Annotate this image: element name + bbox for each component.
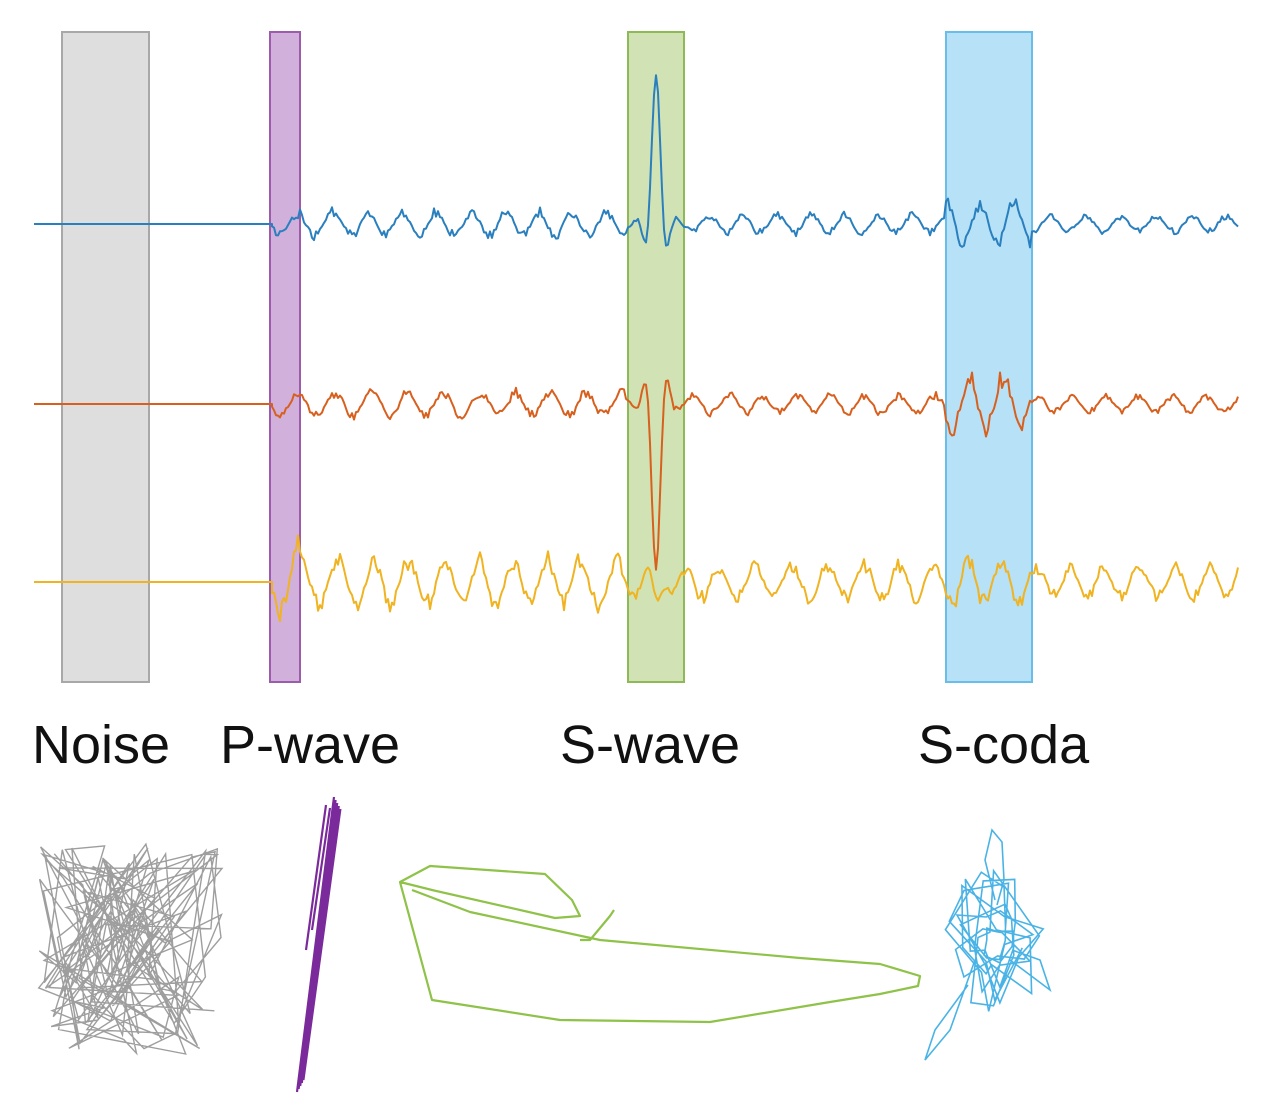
seismogram-trace-bottom — [34, 534, 1239, 623]
s-wave-particle-motion — [398, 864, 922, 1024]
seismogram-trace-top — [34, 74, 1239, 249]
s-wave-label: S-wave — [560, 715, 741, 775]
p-wave-label: P-wave — [220, 715, 401, 775]
p-wave-window — [269, 31, 301, 683]
s-coda-particle-motion — [924, 828, 1052, 1061]
noise-label: Noise — [32, 715, 171, 775]
p-wave-particle-motion — [295, 796, 342, 1093]
noise-window — [61, 31, 150, 683]
noise-particle-motion — [37, 842, 224, 1056]
seismogram-trace-middle — [34, 371, 1239, 571]
s-wave-window — [627, 31, 685, 683]
s-coda-label: S-coda — [918, 715, 1090, 775]
s-coda-window — [945, 31, 1033, 683]
